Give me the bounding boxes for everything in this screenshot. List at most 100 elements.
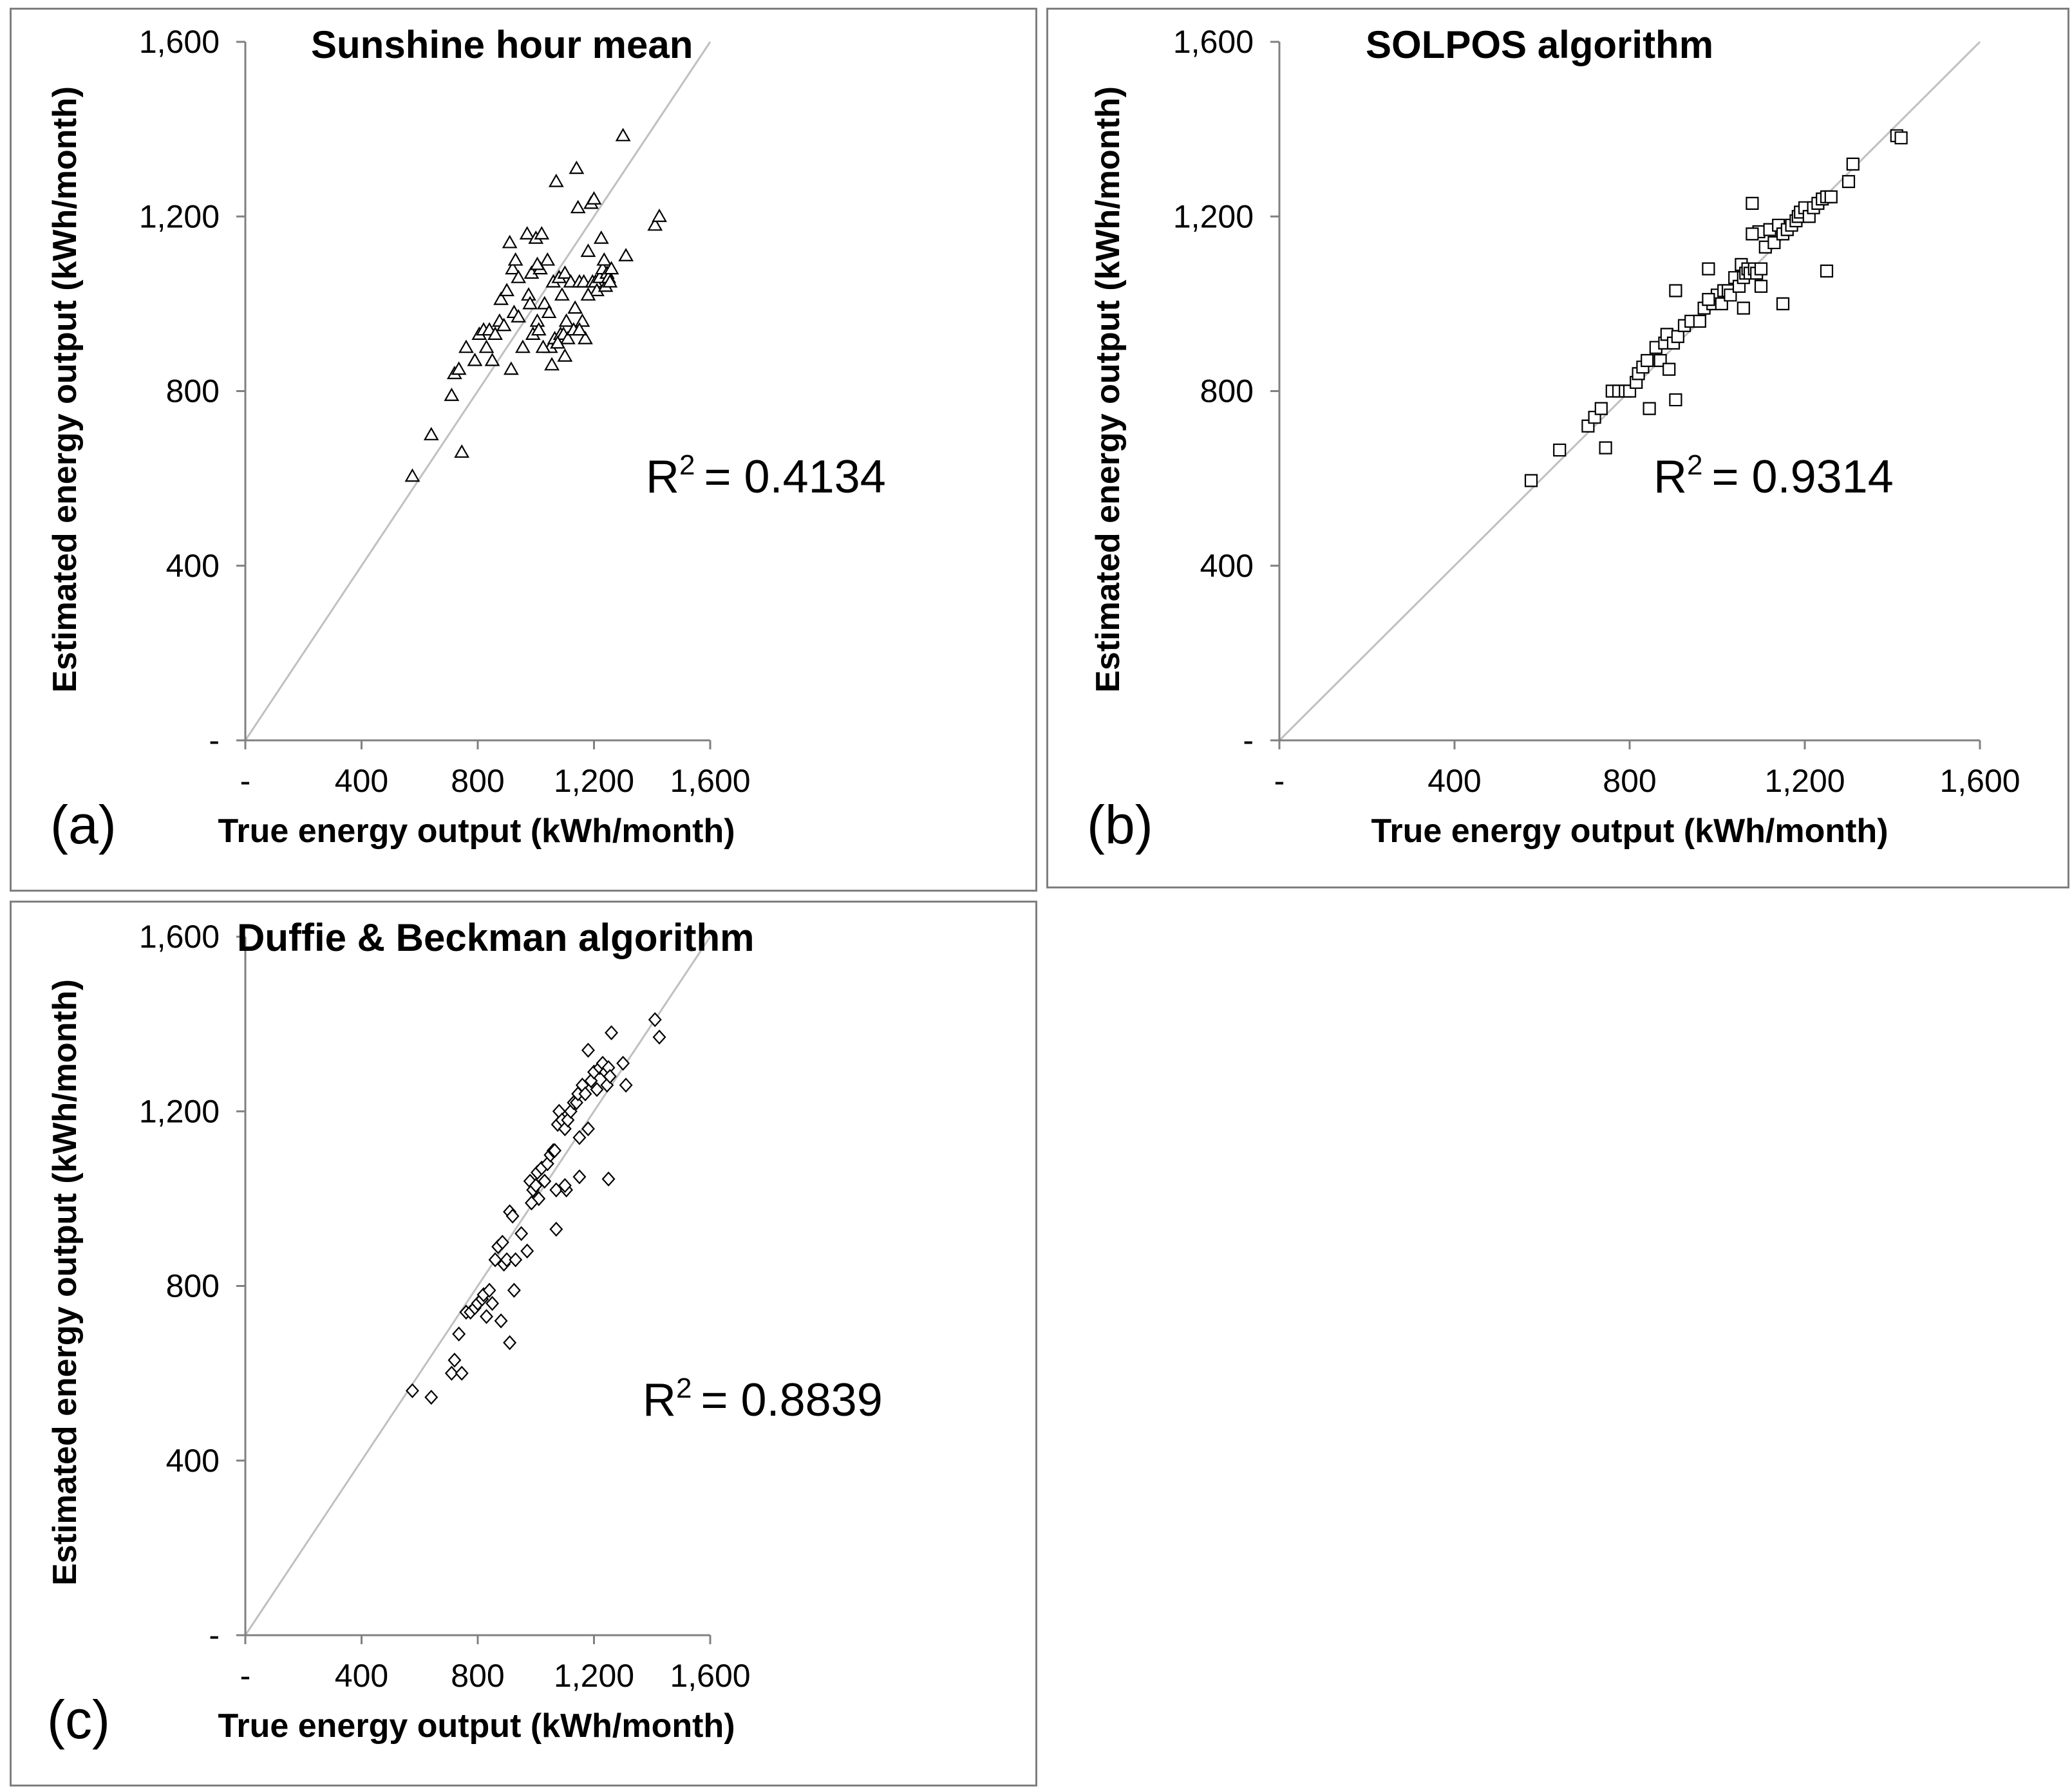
data-point — [593, 230, 609, 244]
reference-line — [244, 936, 711, 1636]
data-point — [522, 295, 538, 310]
data-point — [1553, 443, 1567, 457]
x-tick-label: 1,200 — [554, 1658, 634, 1694]
data-point — [1594, 402, 1608, 415]
panel-a: - 400 800 1,200 1,600 - 400 800 1,200 1,600 Sunsh… — [10, 8, 1037, 892]
r-squared-annotation: R2 = 0.8839 — [643, 1373, 883, 1426]
data-point — [511, 269, 527, 283]
data-point — [520, 1243, 534, 1259]
data-point — [478, 339, 494, 353]
y-axis-label: Estimated energy output (kWh/month) — [46, 979, 84, 1586]
x-tick-label: 800 — [451, 1658, 504, 1694]
r2-exponent: 2 — [676, 1373, 692, 1404]
data-point — [503, 1335, 517, 1351]
data-point — [544, 357, 560, 371]
x-tick-label: 400 — [1427, 763, 1481, 799]
data-point — [580, 243, 596, 258]
r2-label: R — [646, 451, 679, 503]
data-point — [549, 1182, 563, 1197]
y-tick-label: 1,200 — [1173, 198, 1254, 234]
r2-label: R — [1653, 451, 1687, 503]
data-point — [505, 1208, 520, 1224]
plot-marks: - 400 800 1,200 1,600 - 400 800 1,200 1,600 — [139, 919, 751, 1694]
x-axis-label: True energy output (kWh/month) — [218, 1707, 735, 1745]
data-point — [561, 1112, 575, 1128]
data-point — [499, 283, 515, 297]
y-tick-label: 800 — [166, 373, 220, 409]
panel-c: - 400 800 1,200 1,600 - 400 800 1,200 1,600 Duffi… — [10, 901, 1037, 1786]
r-squared-annotation: R2 = 0.9314 — [1653, 449, 1894, 503]
data-point — [648, 1012, 662, 1027]
data-point — [581, 1121, 595, 1137]
data-point — [549, 1221, 563, 1237]
data-point — [1846, 157, 1860, 171]
data-point — [515, 339, 531, 353]
data-point — [603, 261, 619, 275]
chart-title: Duffie & Beckman algorithm — [237, 916, 754, 959]
data-point — [536, 295, 552, 310]
data-point — [529, 313, 545, 327]
x-tick-label: - — [1274, 763, 1285, 799]
data-point — [424, 1389, 438, 1405]
data-point — [1662, 362, 1676, 376]
y-tick-label: 1,200 — [139, 1093, 220, 1129]
data-point — [507, 1282, 521, 1298]
r2-exponent: 2 — [679, 449, 695, 481]
y-tick-label: 1,600 — [139, 24, 220, 60]
data-point — [541, 305, 557, 319]
data-point — [619, 1077, 633, 1093]
data-point — [404, 468, 420, 482]
reference-line — [244, 41, 711, 741]
scatter-chart-c: - 400 800 1,200 1,600 - 400 800 1,200 1,600 Duffi… — [46, 916, 883, 1750]
data-point — [581, 1042, 595, 1058]
data-point — [652, 209, 667, 222]
x-tick-label: - — [240, 763, 251, 799]
data-point — [534, 226, 550, 239]
data-point — [503, 361, 519, 375]
data-point — [1776, 297, 1790, 310]
data-point — [482, 1282, 496, 1298]
data-point — [572, 1130, 587, 1145]
r2-value: = 0.8839 — [701, 1374, 882, 1426]
data-point — [1669, 393, 1682, 407]
data-point — [652, 1029, 666, 1045]
data-point — [570, 200, 586, 214]
data-point — [444, 388, 460, 401]
r2-exponent: 2 — [1687, 449, 1702, 481]
chart-title: Sunshine hour mean — [311, 23, 693, 66]
data-point — [535, 339, 551, 353]
x-tick-label: 400 — [335, 1658, 388, 1694]
data-point — [493, 291, 509, 305]
data-point — [603, 1069, 617, 1084]
data-point — [467, 352, 483, 366]
data-point — [1524, 474, 1538, 487]
scatter-chart-b: - 400 800 1,200 1,600 - 400 800 1,200 1,600 SOLPO… — [1087, 23, 2020, 855]
chart-title: SOLPOS algorithm — [1366, 23, 1713, 66]
y-tick-label: 800 — [1200, 373, 1254, 409]
y-axis-label: Estimated energy output (kWh/month) — [46, 86, 84, 693]
scatter-chart-a: - 400 800 1,200 1,600 - 400 800 1,200 1,600 Sunsh… — [46, 23, 886, 855]
data-point — [1599, 441, 1612, 455]
data-point — [514, 1226, 529, 1241]
data-point — [602, 274, 618, 288]
data-point — [1746, 227, 1759, 241]
data-point — [1643, 402, 1656, 415]
data-point — [405, 1383, 419, 1398]
data-point — [557, 348, 573, 362]
r2-value: = 0.4134 — [704, 451, 885, 503]
data-point — [572, 1169, 587, 1185]
panel-label: (a) — [50, 794, 117, 855]
x-tick-label: - — [240, 1658, 251, 1694]
data-point — [1702, 292, 1715, 306]
data-point — [569, 160, 585, 174]
x-tick-label: 800 — [451, 763, 504, 799]
data-point — [558, 1177, 572, 1194]
y-tick-label: 400 — [166, 548, 220, 584]
data-point — [580, 287, 596, 301]
data-point — [507, 252, 523, 266]
data-point — [548, 173, 564, 187]
data-point — [596, 252, 612, 266]
data-point — [488, 1252, 502, 1268]
data-point — [525, 1196, 538, 1211]
data-point — [586, 191, 602, 205]
